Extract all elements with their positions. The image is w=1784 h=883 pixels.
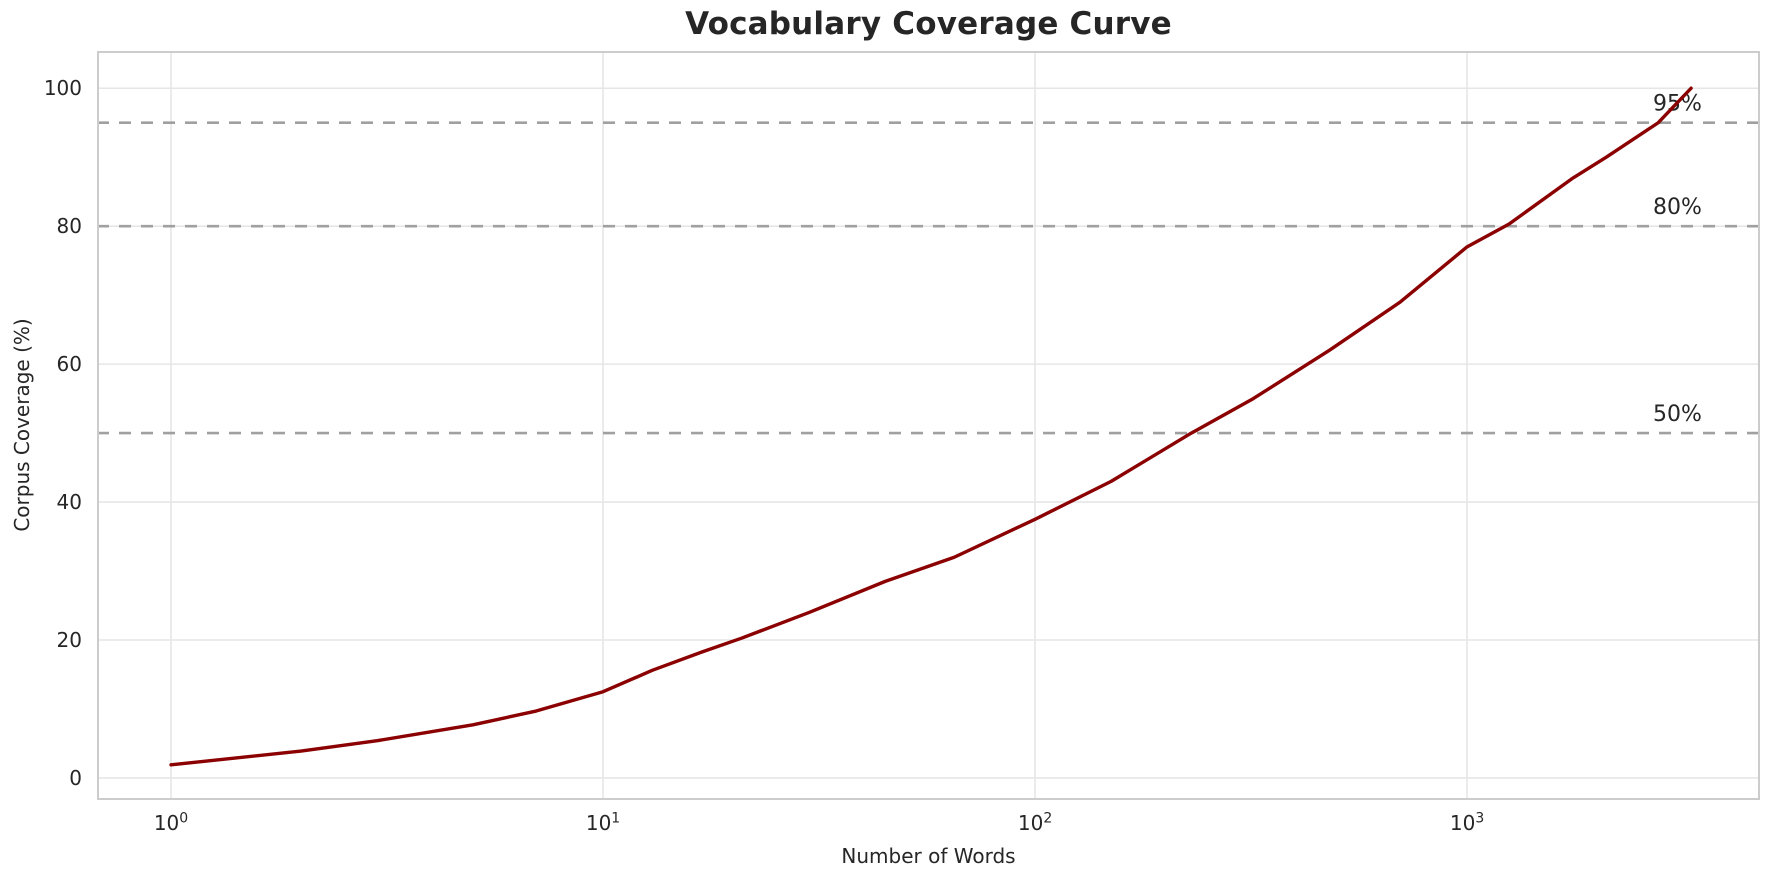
y-tick-label: 100: [43, 76, 82, 101]
y-axis-label: Corpus Coverage (%): [10, 318, 34, 532]
x-tick-label: 103: [1427, 808, 1507, 838]
x-tick-base: 10: [1449, 811, 1476, 835]
y-tick-label: 40: [56, 490, 82, 515]
x-tick-label: 100: [131, 808, 211, 838]
plot-area: 50% 80% 95%: [97, 51, 1760, 800]
y-tick-label: 20: [56, 627, 82, 652]
x-tick-exponent: 0: [179, 810, 189, 827]
x-tick-exponent: 1: [611, 810, 621, 827]
reference-label: 50%: [1653, 402, 1702, 427]
x-tick-base: 10: [153, 811, 180, 835]
x-tick-base: 10: [585, 811, 612, 835]
y-tick-label: 0: [69, 765, 82, 790]
y-tick-label: 80: [56, 214, 82, 239]
x-tick-label: 102: [995, 808, 1075, 838]
y-tick-label: 60: [56, 352, 82, 377]
axes-border: [97, 51, 1760, 800]
reference-label: 80%: [1653, 195, 1702, 220]
x-tick-label: 101: [563, 808, 643, 838]
chart-canvas: 50%80%95%: [97, 51, 1760, 800]
x-axis-label: Number of Words: [841, 844, 1016, 868]
x-tick-exponent: 2: [1043, 810, 1053, 827]
coverage-curve: [169, 86, 1693, 767]
x-tick-exponent: 3: [1475, 810, 1485, 827]
chart-title: Vocabulary Coverage Curve: [685, 6, 1172, 42]
x-tick-base: 10: [1017, 811, 1044, 835]
